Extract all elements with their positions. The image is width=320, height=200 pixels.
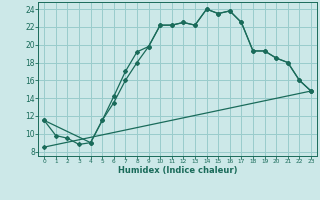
X-axis label: Humidex (Indice chaleur): Humidex (Indice chaleur) [118,166,237,175]
